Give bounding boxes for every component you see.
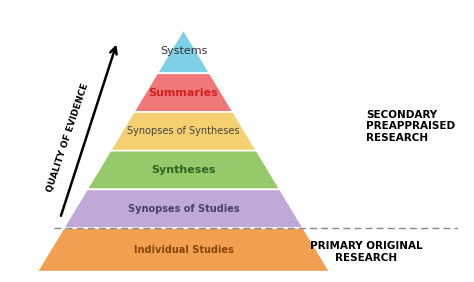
Text: Individual Studies: Individual Studies: [134, 245, 233, 255]
Text: QUALITY OF EVIDENCE: QUALITY OF EVIDENCE: [46, 82, 91, 193]
Text: Systems: Systems: [160, 47, 207, 56]
Polygon shape: [37, 228, 330, 272]
Text: Syntheses: Syntheses: [151, 165, 216, 175]
Polygon shape: [110, 112, 256, 151]
Polygon shape: [157, 30, 210, 73]
Text: Synopses of Studies: Synopses of Studies: [128, 204, 239, 214]
Text: SECONDARY
PREAPPRAISED
RESEARCH: SECONDARY PREAPPRAISED RESEARCH: [366, 110, 456, 143]
Text: PRIMARY ORIGINAL
RESEARCH: PRIMARY ORIGINAL RESEARCH: [310, 241, 423, 263]
Polygon shape: [64, 190, 303, 228]
Text: Synopses of Syntheses: Synopses of Syntheses: [127, 126, 240, 136]
Polygon shape: [134, 73, 233, 112]
Text: Summaries: Summaries: [149, 88, 219, 98]
Polygon shape: [87, 151, 280, 190]
